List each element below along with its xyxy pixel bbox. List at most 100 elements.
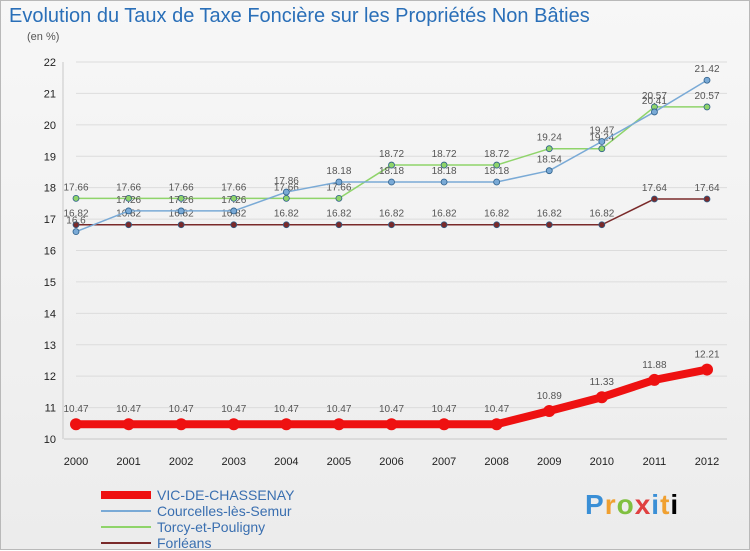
- data-point: [545, 145, 553, 153]
- data-label: 10.47: [326, 404, 351, 415]
- data-point: [122, 418, 135, 431]
- data-label: 16.82: [379, 209, 404, 220]
- data-label: 17.26: [221, 195, 246, 206]
- data-point: [72, 194, 80, 202]
- y-tick-label: 15: [44, 277, 56, 289]
- x-tick-label: 2008: [484, 456, 508, 468]
- data-label: 17.66: [116, 182, 141, 193]
- data-point: [438, 418, 451, 431]
- data-label: 10.47: [274, 404, 299, 415]
- proxiti-logo: Proxiti: [585, 489, 679, 521]
- data-point: [175, 418, 188, 431]
- data-label: 11.33: [590, 377, 615, 388]
- y-tick-label: 21: [44, 88, 56, 100]
- data-point: [703, 103, 711, 111]
- data-label: 10.89: [537, 391, 562, 402]
- x-tick-label: 2004: [274, 456, 298, 468]
- data-point: [230, 207, 238, 215]
- data-label: 18.72: [379, 149, 404, 160]
- logo-letter: x: [634, 489, 652, 520]
- data-point: [227, 418, 240, 431]
- data-label: 10.47: [379, 404, 404, 415]
- legend-label: Courcelles-lès-Semur: [157, 503, 292, 519]
- data-point: [177, 207, 185, 215]
- data-point: [72, 221, 80, 229]
- data-point: [648, 373, 661, 386]
- data-label: 17.64: [694, 183, 719, 194]
- data-label: 18.18: [326, 166, 351, 177]
- data-point: [493, 161, 501, 169]
- x-tick-label: 2006: [379, 456, 403, 468]
- data-label: 18.54: [537, 155, 562, 166]
- series-vic-de-chassenay: 10.47 10.47 10.47 10.47 10.47 10.47 10.47 10.47…: [63, 350, 720, 431]
- data-point: [280, 418, 293, 431]
- data-point: [543, 405, 556, 418]
- data-point: [388, 221, 395, 229]
- data-label: 17.66: [274, 182, 299, 193]
- data-label: 18.18: [432, 166, 457, 177]
- data-label: 16.82: [537, 209, 562, 220]
- legend: VIC-DE-CHASSENAY Courcelles-lès-Semur Torc…: [101, 487, 294, 551]
- data-point: [335, 221, 343, 229]
- data-label: 16.82: [326, 209, 351, 220]
- data-point: [125, 207, 132, 215]
- y-tick-label: 22: [44, 57, 56, 69]
- data-label: 10.47: [432, 404, 457, 415]
- data-point: [598, 221, 606, 229]
- x-tick-label: 2009: [537, 456, 561, 468]
- y-tick-label: 10: [44, 434, 56, 446]
- data-label: 17.66: [169, 182, 194, 193]
- data-label: 11.88: [642, 360, 667, 371]
- chart-title: Evolution du Taux de Taxe Foncière sur l…: [9, 5, 590, 27]
- y-tick-label: 12: [44, 371, 56, 383]
- data-point: [230, 221, 238, 229]
- x-tick-label: 2011: [643, 456, 667, 468]
- data-label: 17.86: [274, 176, 299, 187]
- data-label: 10.47: [221, 404, 246, 415]
- data-point: [490, 418, 503, 431]
- data-point: [230, 194, 238, 202]
- x-tick-label: 2010: [590, 456, 614, 468]
- data-point: [385, 418, 398, 431]
- legend-item: Courcelles-lès-Semur: [101, 503, 294, 519]
- data-point: [177, 194, 185, 202]
- data-point: [701, 363, 713, 376]
- data-label: 20.41: [642, 96, 667, 107]
- data-point: [595, 391, 608, 404]
- data-label: 21.42: [694, 64, 719, 75]
- data-label: 19.24: [537, 133, 562, 144]
- x-tick-label: 2000: [64, 456, 88, 468]
- y-tick-label: 19: [44, 151, 56, 163]
- data-label: 17.66: [221, 182, 246, 193]
- data-point: [282, 221, 290, 229]
- data-label: 18.72: [484, 149, 509, 160]
- data-point: [125, 194, 132, 202]
- data-point: [177, 221, 185, 229]
- data-label: 17.66: [326, 182, 351, 193]
- data-point: [703, 195, 711, 203]
- x-tick-label: 2012: [695, 456, 719, 468]
- data-label: 18.18: [484, 166, 509, 177]
- data-label: 16.82: [432, 209, 457, 220]
- data-label: 10.47: [63, 404, 88, 415]
- data-point: [598, 145, 606, 153]
- x-tick-label: 2002: [169, 456, 193, 468]
- legend-swatch: [101, 510, 151, 512]
- data-label: 10.47: [116, 404, 141, 415]
- data-label: 16.82: [274, 209, 299, 220]
- y-tick-label: 18: [44, 183, 56, 195]
- legend-swatch: [101, 542, 151, 544]
- legend-label: Torcy-et-Pouligny: [157, 519, 266, 535]
- y-tick-label: 13: [44, 340, 56, 352]
- data-point: [440, 221, 448, 229]
- logo-letter: o: [616, 489, 635, 520]
- data-label: 12.21: [694, 350, 719, 361]
- logo-letter: t: [660, 489, 671, 520]
- y-tick-label: 14: [44, 308, 56, 320]
- data-point: [388, 178, 395, 186]
- legend-item: Forléans: [101, 535, 294, 551]
- legend-swatch: [101, 491, 151, 499]
- legend-item: VIC-DE-CHASSENAY: [101, 487, 294, 503]
